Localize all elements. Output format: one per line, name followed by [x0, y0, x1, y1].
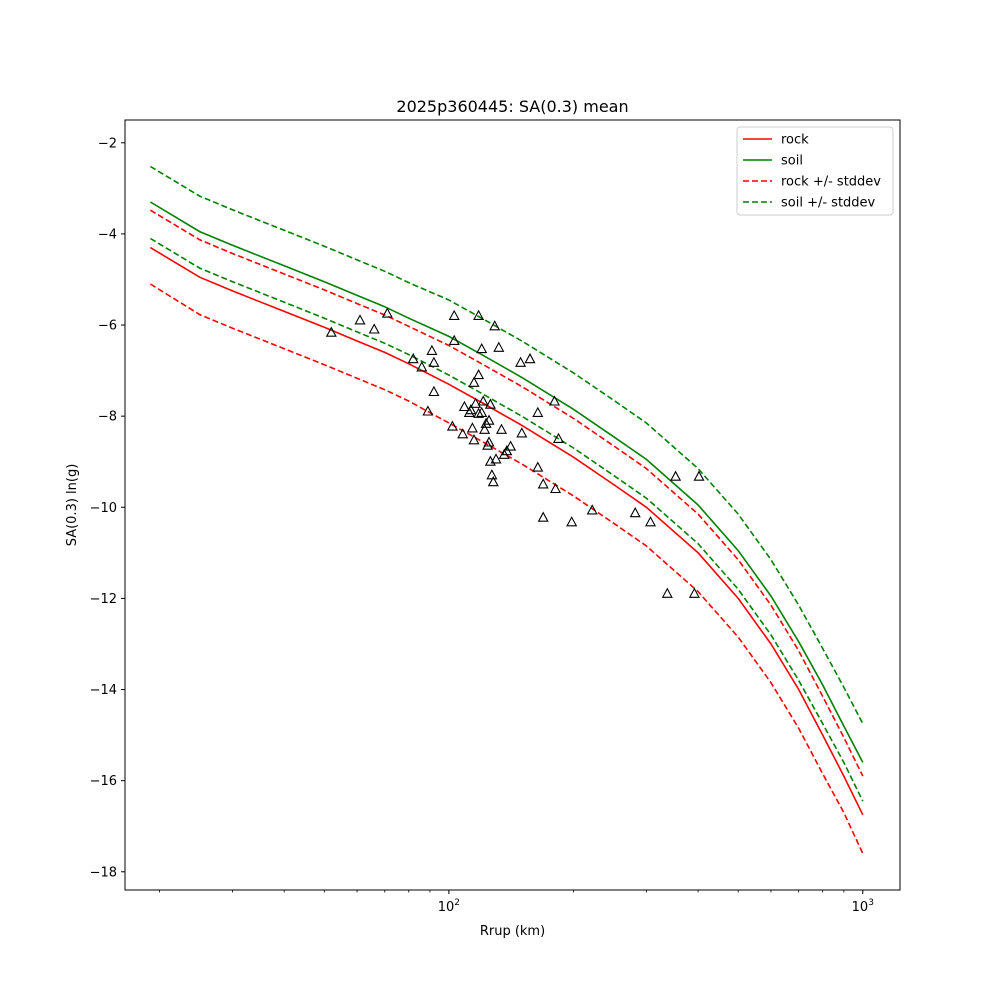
observation-point [505, 440, 517, 451]
observation-point [490, 453, 502, 464]
observation-point [487, 476, 499, 487]
observation-point [688, 587, 700, 598]
axis-ticks: −2 −4 −6 −8 −10 −12 −14 −16 −18 102 103 [90, 136, 874, 915]
y-tick-label: −6 [98, 319, 117, 334]
observation-point [549, 482, 562, 494]
observation-point [661, 587, 673, 598]
observation-point [489, 320, 501, 331]
observation-point [532, 461, 544, 472]
y-tick-label: −16 [90, 774, 117, 789]
observation-point [493, 341, 505, 352]
observation-point [476, 406, 488, 417]
observation-point [468, 434, 480, 445]
y-tick-label: −18 [90, 865, 117, 880]
observation-point [484, 398, 496, 409]
observation-point [407, 352, 419, 364]
observation-point [548, 395, 561, 406]
observation-point [448, 334, 460, 345]
observation-point [473, 309, 485, 320]
observation-point [552, 432, 565, 443]
legend: rock soil rock +/- stddev soil +/- stddev [736, 126, 894, 216]
y-tick-label: −14 [90, 683, 117, 698]
plot-frame [124, 119, 901, 891]
x-axis-label: Rrup (km) [480, 924, 545, 939]
series-line-4 [149, 165, 864, 725]
plot-area [149, 165, 864, 854]
observation-point [381, 307, 393, 318]
observation-point [422, 405, 434, 416]
observation-point [644, 516, 657, 527]
x-tick-label: 103 [852, 898, 874, 915]
observation-point [498, 448, 510, 459]
observation-point [516, 427, 528, 438]
observation-point [586, 504, 598, 515]
observation-point [476, 342, 488, 354]
y-axis-label: SA(0.3) ln(g) [65, 464, 80, 547]
series-line-2 [149, 209, 864, 777]
observation-point [473, 407, 485, 418]
observation-point [416, 361, 428, 372]
observation-point [670, 470, 682, 481]
observation-point [532, 406, 544, 417]
legend-frame [736, 126, 894, 216]
legend-label: rock [781, 133, 809, 148]
observation-point [483, 436, 495, 447]
y-tick-label: −2 [98, 136, 117, 151]
legend-label: soil [781, 154, 803, 169]
series-line-3 [149, 283, 864, 854]
observation-point [486, 469, 498, 480]
observation-point [477, 395, 489, 406]
y-tick-label: −10 [90, 501, 117, 516]
observation-point [465, 404, 477, 415]
observation-point [566, 516, 578, 527]
series-line-5 [149, 237, 864, 802]
observation-point [457, 428, 469, 439]
observation-point [693, 470, 705, 481]
observation-point [354, 314, 366, 325]
observation-point [458, 400, 470, 412]
observation-point [325, 326, 337, 337]
observation-point [515, 356, 527, 367]
y-tick-label: −4 [98, 227, 117, 242]
observation-point [466, 422, 478, 433]
legend-label: soil +/- stddev [781, 196, 876, 211]
observation-point [368, 323, 380, 334]
y-tick-label: −12 [90, 592, 117, 607]
observation-point [470, 397, 482, 408]
observation-point [446, 420, 458, 431]
observation-point [448, 309, 460, 320]
series-line-0 [149, 246, 864, 816]
observation-point [537, 478, 549, 489]
y-tick-label: −8 [98, 410, 117, 425]
observation-point [524, 352, 536, 364]
series-line-1 [149, 201, 864, 763]
legend-label: rock +/- stddev [781, 175, 881, 190]
observation-point [479, 423, 491, 434]
observation-point [473, 368, 485, 380]
observation-point [480, 417, 492, 428]
chart-title: 2025p360445: SA(0.3) mean [396, 97, 628, 116]
observation-point [428, 385, 440, 397]
observation-point [426, 344, 438, 355]
observation-point [468, 376, 480, 387]
observation-point [483, 414, 495, 425]
x-tick-label: 102 [438, 898, 460, 915]
observation-point [537, 511, 549, 522]
observation-point [428, 356, 440, 367]
observation-point [629, 506, 641, 518]
observation-point [495, 423, 508, 434]
